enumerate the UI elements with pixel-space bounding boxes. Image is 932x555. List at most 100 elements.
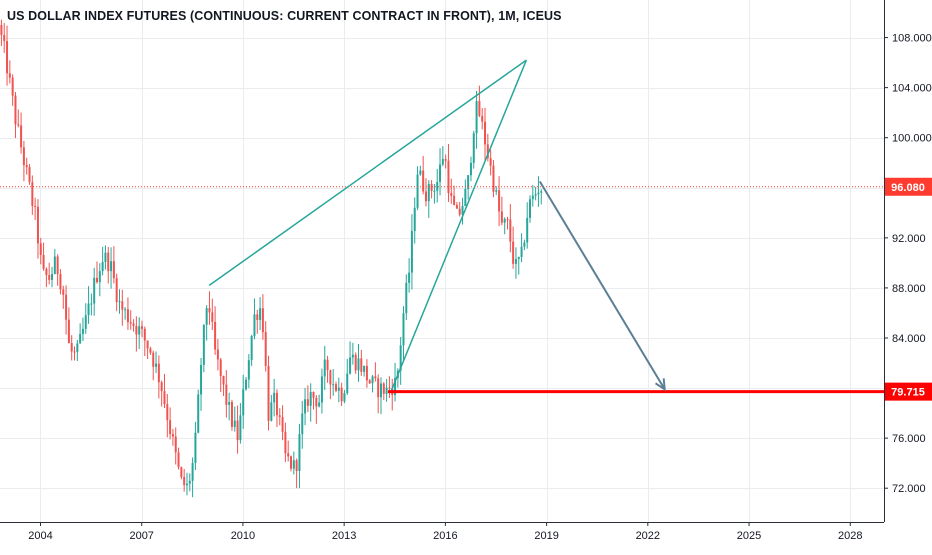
y-tick-label: 76.000 — [892, 433, 926, 445]
candle-body — [349, 357, 352, 374]
candle-body — [410, 231, 413, 273]
candle-body — [163, 391, 166, 405]
candle-body — [222, 376, 225, 385]
candle-body — [481, 115, 484, 122]
candle-body — [419, 170, 422, 175]
x-tick-label: 2019 — [534, 530, 558, 542]
candle-body — [152, 352, 155, 367]
candle-body — [413, 207, 416, 232]
candle-body — [264, 332, 267, 366]
candle-body — [351, 354, 354, 358]
x-tick-label: 2022 — [636, 530, 660, 542]
candle-body — [273, 392, 276, 403]
candle-body — [371, 376, 374, 384]
candle-body — [87, 303, 90, 316]
candle-body — [174, 436, 177, 453]
candle-body — [270, 402, 273, 421]
y-tick-label: 104.000 — [892, 83, 932, 95]
candles — [0, 19, 543, 498]
y-axis-area — [884, 0, 932, 550]
candle-body — [59, 274, 62, 290]
x-tick-label: 2016 — [433, 530, 457, 542]
candle-body — [138, 326, 141, 335]
candle-body — [399, 345, 402, 371]
candle-body — [171, 434, 174, 437]
candle-body — [129, 322, 132, 324]
candle-body — [34, 206, 37, 208]
candle-body — [363, 365, 366, 372]
candle-body — [394, 378, 397, 396]
candle-body — [388, 387, 391, 389]
x-tick-label: 2007 — [129, 530, 153, 542]
candle-body — [526, 217, 529, 243]
candle-body — [475, 101, 478, 134]
candle-body — [219, 359, 222, 377]
candle-body — [357, 358, 360, 371]
candle-body — [62, 289, 65, 295]
candle-body — [250, 336, 253, 361]
candle-body — [135, 325, 138, 335]
candle-body — [323, 359, 326, 377]
drawings — [0, 59, 884, 394]
candle-body — [8, 73, 11, 78]
candle-body — [70, 343, 73, 352]
candle-body — [382, 383, 385, 394]
candle-body — [433, 190, 436, 192]
target-level-badge — [885, 382, 932, 401]
candle-body — [228, 401, 231, 405]
target-level-label: 79.715 — [891, 387, 925, 399]
upper-trendline — [208, 59, 527, 287]
candle-body — [408, 272, 411, 283]
candle-body — [405, 282, 408, 314]
candle-body — [48, 275, 51, 280]
candle-body — [121, 301, 124, 310]
candle-body — [506, 219, 509, 221]
x-axis-area — [0, 522, 932, 550]
candle-body — [301, 413, 304, 435]
candle-body — [337, 387, 340, 391]
candle-body — [3, 34, 6, 42]
candle-body — [22, 147, 25, 166]
chart-title: US DOLLAR INDEX FUTURES (CONTINUOUS: CUR… — [7, 9, 562, 23]
candle-body — [304, 399, 307, 414]
candle-body — [202, 324, 205, 365]
candle-body — [455, 204, 458, 209]
candle-body — [365, 365, 368, 381]
candle-body — [51, 273, 54, 280]
candle-body — [76, 343, 79, 352]
candle-body — [453, 195, 456, 205]
y-tick-label: 108.000 — [892, 33, 932, 45]
candle-body — [332, 384, 335, 386]
current-price-label: 96.080 — [891, 182, 925, 194]
candle-body — [11, 77, 14, 96]
candle-body — [160, 382, 163, 392]
x-tick-label: 2025 — [737, 530, 761, 542]
candle-body — [422, 170, 425, 192]
candle-body — [531, 195, 534, 200]
candle-body — [377, 378, 380, 398]
candle-body — [253, 314, 256, 337]
candle-body — [208, 308, 211, 313]
candle-body — [239, 415, 242, 441]
candle-body — [281, 417, 284, 432]
candle-body — [540, 191, 543, 193]
x-tick-label: 2004 — [28, 530, 52, 542]
candle-body — [290, 456, 293, 469]
candle-body — [436, 181, 439, 191]
candle-body — [143, 328, 146, 341]
candle-body — [430, 183, 433, 191]
candle-body — [157, 363, 160, 383]
x-tick-label: 2013 — [332, 530, 356, 542]
candle-body — [42, 254, 45, 269]
candle-body — [444, 159, 447, 161]
candle-body — [96, 277, 99, 283]
candle-body — [211, 312, 214, 322]
candle-body — [126, 309, 129, 323]
candle-body — [472, 133, 475, 163]
candle-body — [486, 144, 489, 159]
candle-body — [225, 384, 228, 405]
candle-body — [180, 467, 183, 478]
candle-body — [368, 380, 371, 384]
candle-body — [275, 392, 278, 416]
